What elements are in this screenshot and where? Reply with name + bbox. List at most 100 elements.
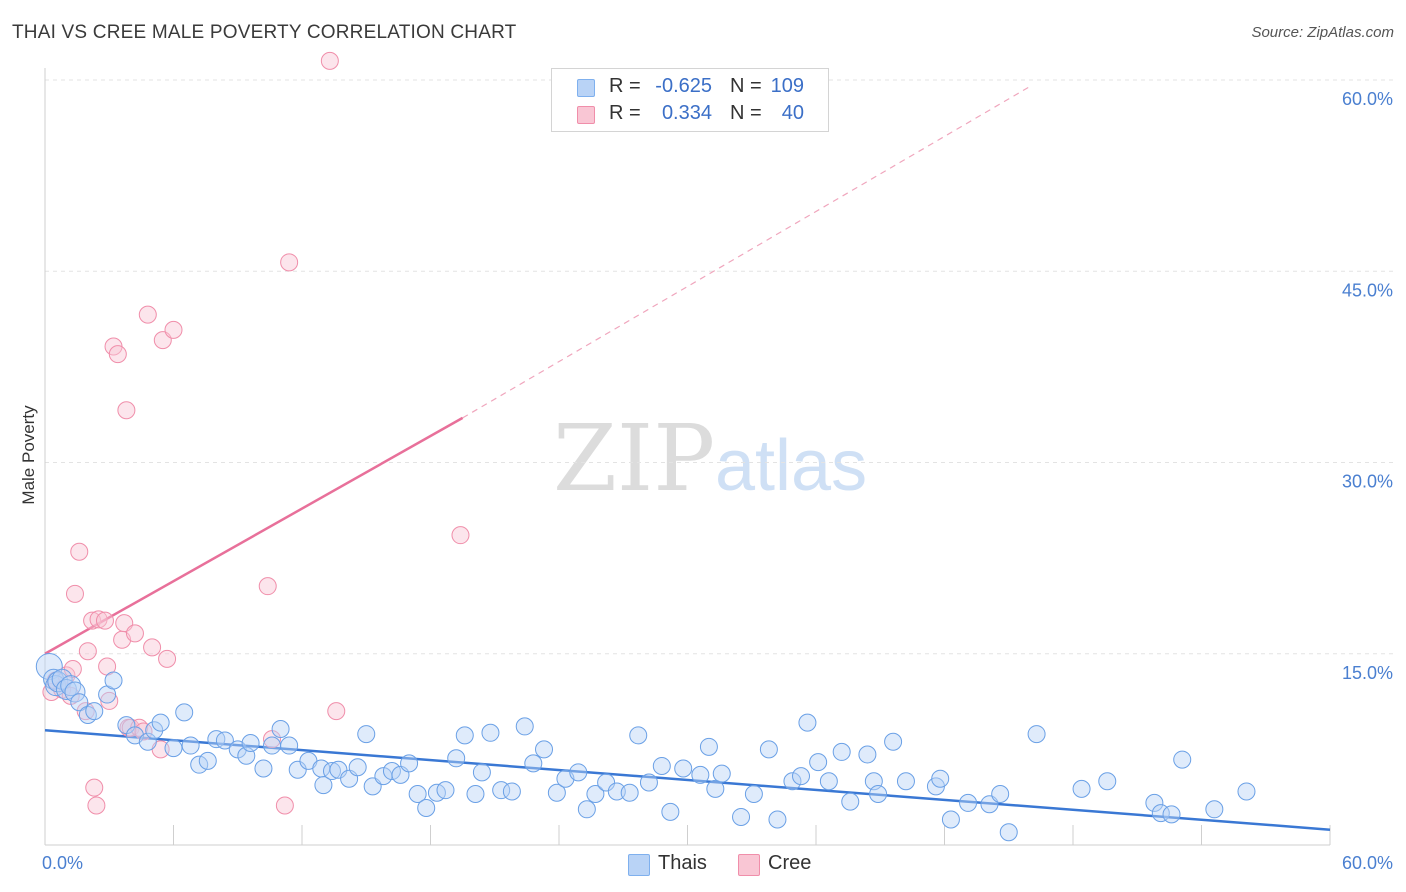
thai-point [466, 785, 485, 803]
thai-point [931, 769, 950, 788]
thai-point [447, 749, 466, 768]
thai-point [280, 736, 299, 755]
thai-point [547, 783, 566, 802]
thai-point [768, 810, 787, 829]
cree-trend-line [44, 416, 464, 655]
thai-point [783, 772, 802, 791]
thai-point [70, 693, 89, 712]
thai-point [896, 772, 915, 791]
thai-point [661, 802, 680, 821]
thai-point [400, 754, 419, 773]
thai-point [198, 751, 217, 770]
thai-point [1173, 750, 1192, 769]
cree-point [275, 796, 294, 815]
cree-point [258, 577, 277, 596]
cree-point [320, 51, 339, 70]
thai-point [455, 726, 474, 745]
thai-point [1237, 782, 1256, 801]
cree-point [95, 611, 114, 630]
cree-point [117, 401, 136, 420]
thai-point [712, 764, 731, 783]
legend-label-thais: Thais [658, 852, 707, 874]
cree-point [65, 584, 84, 603]
thai-point [190, 755, 209, 774]
cree-point [78, 642, 97, 661]
thai-point [691, 765, 710, 784]
thai-point [524, 754, 543, 773]
thai-point [348, 758, 367, 777]
legend-label-cree: Cree [768, 852, 812, 874]
thais-swatch [577, 79, 595, 97]
cree-point [280, 253, 299, 272]
thai-point [436, 781, 455, 800]
thai-point [271, 719, 290, 738]
cree-point [143, 638, 162, 657]
thai-point [138, 732, 157, 751]
thai-point [241, 734, 260, 752]
thai-point [472, 763, 491, 782]
thai-point [357, 725, 376, 744]
thai-point [607, 782, 626, 801]
thai-point [145, 721, 164, 740]
r-value: 0.334 [661, 102, 712, 124]
cree-point [158, 649, 177, 668]
thai-point [151, 713, 170, 732]
thai-point [841, 792, 860, 811]
r-label: R = [609, 75, 641, 97]
y-axis-label: Male Poverty [19, 405, 38, 505]
n-label: N = [730, 102, 762, 124]
thai-point [329, 760, 348, 779]
thai-point [620, 783, 639, 802]
thai-point [991, 785, 1010, 803]
n-value: 109 [770, 75, 804, 97]
cree-trend-extension [462, 85, 1031, 419]
trend-lines [44, 85, 1331, 831]
thai-point [181, 736, 200, 755]
x-tick-label: 0.0% [42, 853, 83, 873]
n-label: N = [730, 75, 762, 97]
data-points [35, 51, 1256, 842]
correlation-legend: R = -0.625 N = 109 R = 0.334 N = 40 [551, 68, 829, 132]
thai-point [629, 726, 648, 745]
thais-swatch [628, 854, 650, 876]
thai-point [744, 785, 763, 803]
thai-point [577, 800, 596, 819]
y-tick-label: 30.0% [1342, 472, 1393, 492]
tick-labels: 15.0% 30.0% 45.0% 60.0% 0.0% 60.0% [42, 89, 1393, 873]
cree-point [100, 691, 119, 710]
thai-point [45, 675, 67, 697]
r-value: -0.625 [655, 75, 712, 97]
n-value: 40 [781, 102, 804, 124]
cree-point [327, 702, 346, 721]
source-label: Source: ZipAtlas.com [1251, 24, 1394, 41]
thai-point [792, 767, 811, 786]
cree-point [87, 796, 106, 815]
thai-trend-line [44, 729, 1331, 831]
thai-point [1145, 793, 1164, 812]
thai-point [254, 759, 273, 778]
thai-point [288, 760, 307, 779]
thai-point [1072, 779, 1091, 798]
thai-point [535, 740, 554, 759]
thai-point [85, 702, 104, 721]
thai-point [215, 731, 234, 750]
cree-swatch [738, 854, 760, 876]
thai-point [858, 745, 877, 764]
cree-point [83, 611, 102, 630]
watermark-atlas: atlas [715, 426, 867, 506]
thai-point [382, 762, 401, 781]
thai-point [959, 793, 978, 812]
thai-point [832, 742, 851, 761]
thai-point [999, 823, 1018, 842]
cree-point [164, 320, 183, 339]
thai-point [164, 739, 183, 758]
y-tick-label: 45.0% [1342, 280, 1393, 300]
thai-point [869, 785, 888, 803]
legend-row-thais: R = -0.625 N = 109 [552, 73, 828, 101]
thai-point [732, 807, 751, 826]
thai-point [1162, 805, 1181, 824]
cree-point [451, 526, 470, 545]
gridlines [45, 79, 1394, 655]
thai-point [1205, 800, 1224, 819]
thai-point [515, 717, 534, 736]
